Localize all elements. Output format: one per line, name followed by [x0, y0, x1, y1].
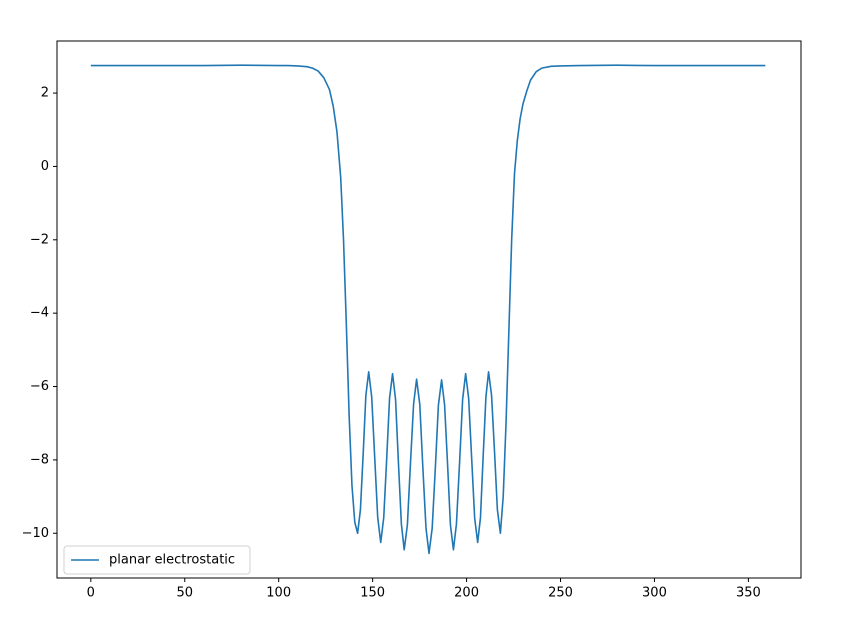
x-tick-label: 350 — [736, 586, 761, 601]
x-tick-label: 300 — [642, 586, 667, 601]
x-tick-label: 0 — [87, 586, 95, 601]
y-tick-label: 0 — [41, 159, 49, 174]
y-tick-label: −6 — [30, 379, 49, 394]
x-tick-label: 150 — [360, 586, 385, 601]
y-tick-label: −8 — [30, 452, 49, 467]
y-tick-label: −4 — [30, 306, 49, 321]
x-tick-label: 200 — [454, 586, 479, 601]
x-tick-label: 100 — [266, 586, 291, 601]
y-tick-label: −10 — [22, 526, 49, 541]
x-tick-label: 250 — [548, 586, 573, 601]
x-tick-label: 50 — [176, 586, 193, 601]
y-tick-label: 2 — [41, 86, 49, 101]
legend-box — [63, 545, 251, 575]
plot-frame — [56, 40, 802, 579]
legend-label: planar electrostatic — [109, 553, 235, 568]
y-tick-label: −2 — [30, 232, 49, 247]
line — [90, 64, 766, 555]
